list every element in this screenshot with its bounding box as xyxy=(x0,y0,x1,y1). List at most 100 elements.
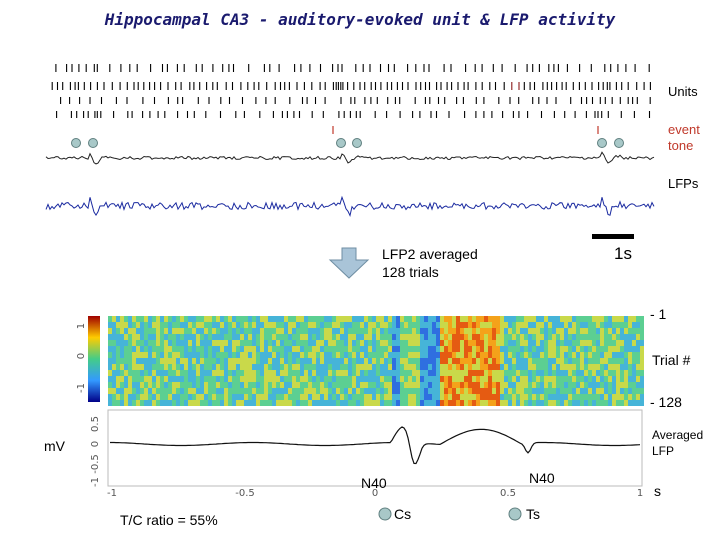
heatmap-cell xyxy=(172,394,176,400)
heatmap-cell xyxy=(108,382,112,388)
heatmap-cell xyxy=(152,394,156,400)
heatmap-cell xyxy=(424,352,428,358)
heatmap-cell xyxy=(456,328,460,334)
heatmap-cell xyxy=(168,376,172,382)
heatmap-cell xyxy=(484,370,488,376)
heatmap-cell xyxy=(608,394,612,400)
heatmap-cell xyxy=(496,340,500,346)
heatmap-cell xyxy=(160,382,164,388)
heatmap-cell xyxy=(268,376,272,382)
heatmap-cell xyxy=(152,334,156,340)
heatmap-cell xyxy=(492,376,496,382)
heatmap-cell xyxy=(464,340,468,346)
heatmap-cell xyxy=(484,352,488,358)
heatmap-cell xyxy=(448,328,452,334)
heatmap-cell xyxy=(600,394,604,400)
heatmap-cell xyxy=(504,400,508,406)
heatmap-cell xyxy=(596,394,600,400)
heatmap-cell xyxy=(456,322,460,328)
heatmap-cell xyxy=(568,364,572,370)
heatmap-cell xyxy=(232,364,236,370)
heatmap-cell xyxy=(108,388,112,394)
heatmap-cell xyxy=(600,388,604,394)
heatmap-cell xyxy=(452,328,456,334)
heatmap-cell xyxy=(392,352,396,358)
heatmap-cell xyxy=(176,340,180,346)
heatmap-cell xyxy=(280,400,284,406)
heatmap-cell xyxy=(444,352,448,358)
heatmap-cell xyxy=(616,394,620,400)
heatmap-cell xyxy=(512,322,516,328)
heatmap-cell xyxy=(228,316,232,322)
heatmap-cell xyxy=(156,358,160,364)
heatmap-cell xyxy=(560,370,564,376)
heatmap-cell xyxy=(508,376,512,382)
heatmap-cell xyxy=(264,322,268,328)
heatmap-cell xyxy=(192,316,196,322)
heatmap-cell xyxy=(136,352,140,358)
avg-yticks: 0.50-0.5-1 xyxy=(90,416,101,487)
heatmap-cell xyxy=(576,334,580,340)
heatmap-cell xyxy=(120,358,124,364)
heatmap-cell xyxy=(464,394,468,400)
heatmap-cell xyxy=(328,370,332,376)
heatmap-cell xyxy=(224,382,228,388)
heatmap-cell xyxy=(360,316,364,322)
heatmap-cell xyxy=(340,328,344,334)
heatmap-cell xyxy=(608,334,612,340)
heatmap-cell xyxy=(508,382,512,388)
heatmap-cell xyxy=(452,400,456,406)
heatmap-cell xyxy=(176,376,180,382)
avg-xtick-label: -0.5 xyxy=(235,488,255,499)
heatmap-cell xyxy=(496,388,500,394)
heatmap-cell xyxy=(464,388,468,394)
heatmap-cell xyxy=(376,364,380,370)
heatmap-cell xyxy=(540,352,544,358)
heatmap-cell xyxy=(216,346,220,352)
heatmap-cell xyxy=(208,316,212,322)
heatmap-cell xyxy=(436,382,440,388)
heatmap-cell xyxy=(500,322,504,328)
heatmap-cell xyxy=(384,358,388,364)
heatmap-cell xyxy=(544,382,548,388)
heatmap-cell xyxy=(556,370,560,376)
heatmap-cell xyxy=(300,334,304,340)
heatmap-cell xyxy=(172,352,176,358)
heatmap-cell xyxy=(504,382,508,388)
heatmap-cell xyxy=(284,328,288,334)
heatmap-cell xyxy=(304,388,308,394)
heatmap-cell xyxy=(208,364,212,370)
heatmap-cell xyxy=(360,394,364,400)
heatmap-cell xyxy=(324,364,328,370)
heatmap-cell xyxy=(324,334,328,340)
heatmap-cell xyxy=(464,364,468,370)
heatmap-cell xyxy=(620,346,624,352)
averaged-lfp-trace xyxy=(110,426,641,465)
trial-heatmap xyxy=(108,316,644,406)
heatmap-cell xyxy=(352,322,356,328)
heatmap-cell xyxy=(112,328,116,334)
heatmap-cell xyxy=(448,370,452,376)
heatmap-cell xyxy=(380,400,384,406)
heatmap-cell xyxy=(260,316,264,322)
heatmap-cell xyxy=(332,382,336,388)
heatmap-cell xyxy=(512,388,516,394)
heatmap-cell xyxy=(400,328,404,334)
heatmap-cell xyxy=(520,346,524,352)
heatmap-cell xyxy=(200,352,204,358)
heatmap-cell xyxy=(388,322,392,328)
heatmap-cell xyxy=(276,322,280,328)
heatmap-cell xyxy=(384,376,388,382)
heatmap-cell xyxy=(488,400,492,406)
heatmap-cell xyxy=(616,322,620,328)
heatmap-cell xyxy=(376,340,380,346)
heatmap-cell xyxy=(568,352,572,358)
heatmap-cell xyxy=(604,322,608,328)
heatmap-cell xyxy=(612,376,616,382)
heatmap-cell xyxy=(112,388,116,394)
heatmap-cell xyxy=(352,316,356,322)
heatmap-cell xyxy=(396,352,400,358)
heatmap-cell xyxy=(368,370,372,376)
avg-ytick-label: 0.5 xyxy=(90,416,101,432)
heatmap-cell xyxy=(612,394,616,400)
